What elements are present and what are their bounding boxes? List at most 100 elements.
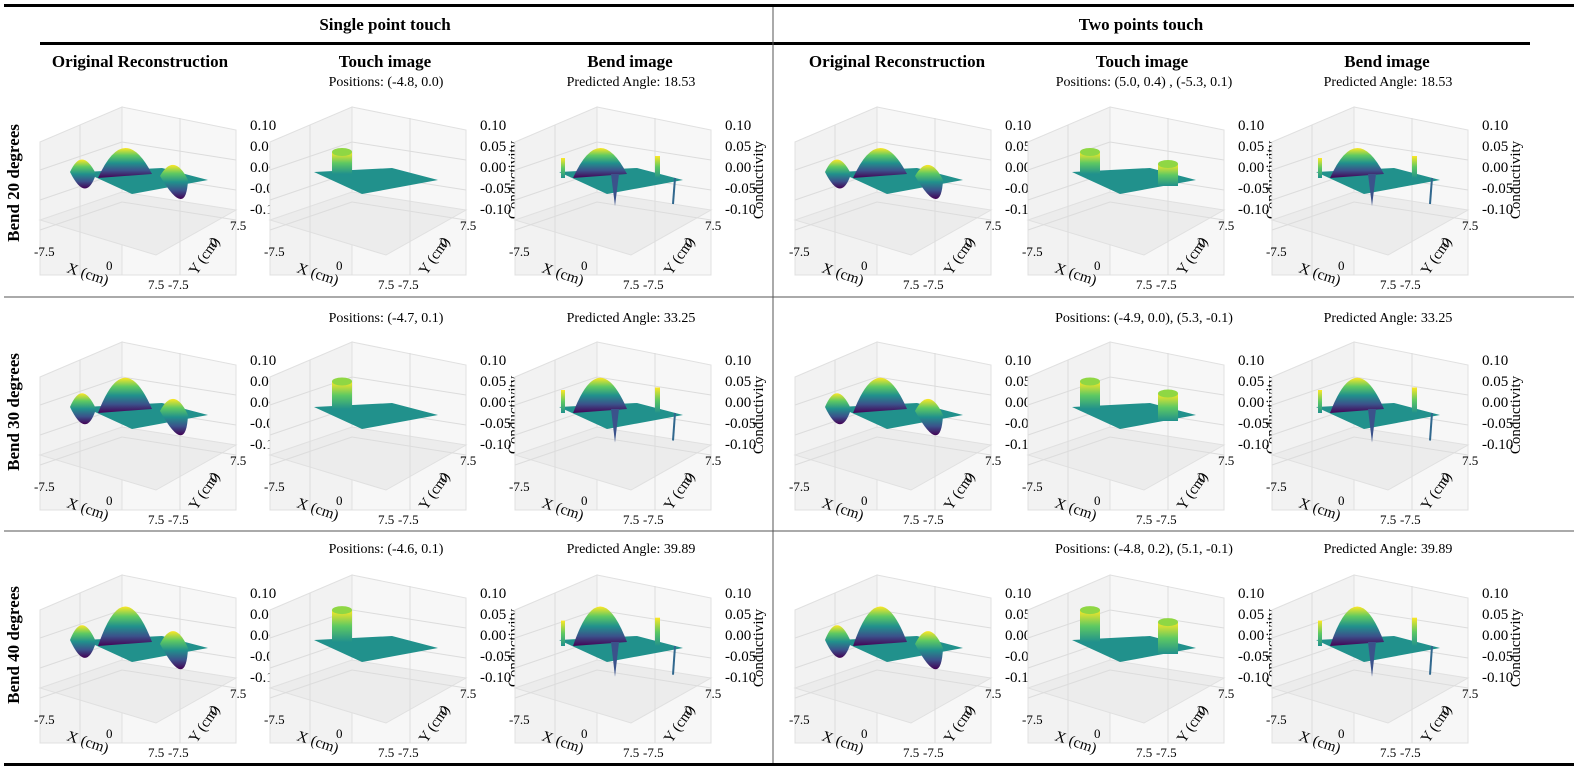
grid-line bbox=[514, 141, 598, 171]
touch-bump bbox=[1158, 393, 1178, 421]
top-rule bbox=[4, 4, 1574, 7]
touch-bump bbox=[1080, 381, 1100, 409]
grid-line bbox=[794, 436, 878, 466]
y-tick-label: 0 bbox=[683, 703, 694, 719]
y-tick-label: 0 bbox=[438, 470, 449, 486]
panel-annotation: Predicted Angle: 39.89 bbox=[567, 542, 696, 557]
touch-bump bbox=[332, 610, 352, 642]
floor-pane bbox=[1270, 659, 1470, 724]
edge-spike bbox=[1368, 174, 1376, 206]
grid-line bbox=[121, 201, 237, 221]
z-tick-label: -0.10 bbox=[1238, 437, 1269, 453]
z-tick-label: 0.05 bbox=[480, 139, 506, 155]
grid-line bbox=[1271, 141, 1355, 171]
grid-line bbox=[1109, 376, 1225, 396]
grid-line bbox=[1271, 609, 1355, 639]
floor-pane bbox=[38, 659, 238, 724]
side-lobe bbox=[70, 393, 96, 425]
y-tick-label: -7.5 bbox=[168, 512, 189, 527]
edge-spike bbox=[1368, 642, 1376, 677]
grid-line bbox=[794, 141, 878, 171]
x-tick-label: 0 bbox=[1338, 258, 1345, 273]
y-tick-label: 0 bbox=[438, 703, 449, 719]
edge-spike bbox=[1318, 390, 1322, 413]
grid-line bbox=[514, 436, 598, 466]
x-tick-label: 7.5 bbox=[623, 745, 639, 760]
surface-panel: 0.100.050.00-0.05-0.10Conductivity-7.507… bbox=[34, 106, 292, 292]
floor-pane bbox=[1270, 191, 1470, 256]
z-axis-label: Conductivity bbox=[1508, 375, 1524, 454]
x-tick-label: 0 bbox=[336, 258, 343, 273]
touch-bump-top bbox=[1158, 160, 1178, 168]
central-dome bbox=[98, 606, 152, 646]
x-tick-label: -7.5 bbox=[1266, 712, 1287, 727]
edge-spike bbox=[1412, 156, 1417, 178]
y-tick-label: -7.5 bbox=[923, 277, 944, 292]
z-tick-label: 0.00 bbox=[1005, 628, 1031, 644]
edge-spike bbox=[1429, 177, 1433, 205]
z-tick-label: -0.10 bbox=[1238, 670, 1269, 686]
edge-spike bbox=[1429, 645, 1433, 675]
y-tick-label: -7.5 bbox=[398, 512, 419, 527]
z-tick-label: 0.10 bbox=[1238, 353, 1264, 369]
x-tick-label: 0 bbox=[336, 493, 343, 508]
z-tick-label: 0.00 bbox=[725, 160, 751, 176]
grid-line bbox=[1027, 669, 1111, 699]
central-dome bbox=[853, 377, 907, 413]
y-tick-label: 7.5 bbox=[705, 453, 721, 468]
z-tick-label: 0.00 bbox=[1482, 160, 1508, 176]
panel-annotation: Predicted Angle: 33.25 bbox=[567, 311, 696, 326]
z-tick-label: -0.10 bbox=[480, 202, 511, 218]
floor-pane bbox=[513, 659, 713, 724]
grid-line bbox=[514, 609, 598, 639]
panel-annotation: Positions: (-4.6, 0.1) bbox=[329, 542, 444, 557]
z-tick-label: -0.05 bbox=[725, 181, 756, 197]
y-tick-label: 0 bbox=[438, 235, 449, 251]
grid-line bbox=[1271, 376, 1355, 406]
x-tick-label: 7.5 bbox=[623, 512, 639, 527]
floor-pane bbox=[793, 426, 993, 491]
surface-panel: 0.100.050.00-0.05-0.10Conductivity-7.507… bbox=[789, 574, 1047, 760]
grid-line bbox=[876, 376, 992, 396]
edge-spike bbox=[672, 177, 676, 205]
column-header: Original Reconstruction bbox=[809, 52, 986, 71]
z-tick-label: 0.10 bbox=[250, 586, 276, 602]
x-tick-label: 0 bbox=[1338, 726, 1345, 741]
grid-line bbox=[121, 669, 237, 689]
x-tick-label: -7.5 bbox=[789, 244, 810, 259]
y-tick-label: 7.5 bbox=[705, 218, 721, 233]
z-tick-label: 0.00 bbox=[725, 395, 751, 411]
z-tick-label: -0.05 bbox=[480, 181, 511, 197]
y-tick-label: -7.5 bbox=[923, 512, 944, 527]
surface-base bbox=[314, 636, 438, 662]
x-tick-label: 7.5 bbox=[1380, 745, 1396, 760]
panel-annotation: Positions: (-4.7, 0.1) bbox=[329, 311, 444, 326]
panel-annotation: Predicted Angle: 18.53 bbox=[567, 75, 696, 90]
x-tick-label: 0 bbox=[581, 258, 588, 273]
x-tick-label: 0 bbox=[106, 726, 113, 741]
x-tick-label: -7.5 bbox=[34, 244, 55, 259]
z-axis-label: Conductivity bbox=[751, 375, 767, 454]
y-tick-label: 0 bbox=[1440, 703, 1451, 719]
grid-line bbox=[596, 669, 712, 689]
z-tick-label: 0.05 bbox=[1482, 607, 1508, 623]
x-tick-label: 0 bbox=[106, 258, 113, 273]
touch-bump-top bbox=[332, 148, 352, 156]
x-tick-label: 0 bbox=[336, 726, 343, 741]
z-tick-label: 0.10 bbox=[480, 118, 506, 134]
grid-line bbox=[1353, 669, 1469, 689]
x-tick-label: -7.5 bbox=[1266, 244, 1287, 259]
grid-line bbox=[596, 609, 712, 629]
y-tick-label: 7.5 bbox=[985, 453, 1001, 468]
y-tick-label: 7.5 bbox=[1462, 453, 1478, 468]
side-lobe bbox=[160, 631, 188, 670]
edge-spike bbox=[611, 642, 619, 677]
z-tick-label: 0.00 bbox=[1005, 160, 1031, 176]
grid-line bbox=[596, 141, 712, 161]
floor-pane bbox=[268, 191, 468, 256]
surface-panel: Positions: (-4.8, 0.2), (5.1, -0.1) 0.10 0… bbox=[1022, 542, 1280, 760]
bottom-rule bbox=[4, 763, 1574, 766]
x-tick-label: -7.5 bbox=[1266, 479, 1287, 494]
edge-spike bbox=[561, 158, 565, 178]
grid-line bbox=[1027, 201, 1111, 231]
